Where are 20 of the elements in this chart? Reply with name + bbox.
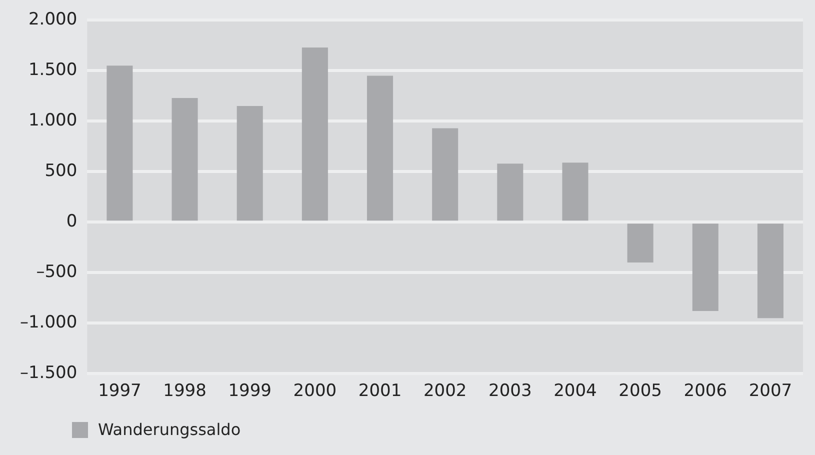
y-tick-label: 500 (44, 161, 78, 182)
y-tick-label: 0 (66, 212, 78, 232)
x-tick-label: 2002 (423, 381, 467, 402)
x-tick-label: 2005 (618, 381, 662, 402)
x-tick-label: 2007 (748, 381, 792, 402)
x-tick-label: 2006 (684, 381, 728, 402)
x-tick-label: 1997 (98, 381, 142, 402)
y-tick-label: –500 (36, 262, 78, 282)
x-tick-label: 2000 (293, 381, 337, 402)
y-tick-label: 2.000 (28, 10, 78, 30)
x-tick-label: 2003 (488, 381, 532, 402)
y-tick-label: 1.500 (28, 60, 78, 80)
y-tick-label: 1.000 (28, 110, 78, 131)
y-tick-label: –1.000 (20, 312, 78, 333)
legend-label: Wanderungssaldo (98, 420, 241, 439)
x-tick-label: 1999 (228, 381, 272, 402)
x-tick-label: 2001 (358, 381, 402, 402)
x-tick-label: 1998 (163, 381, 206, 402)
x-tick-label: 2004 (554, 381, 597, 402)
y-tick-label: –1.500 (20, 363, 78, 384)
